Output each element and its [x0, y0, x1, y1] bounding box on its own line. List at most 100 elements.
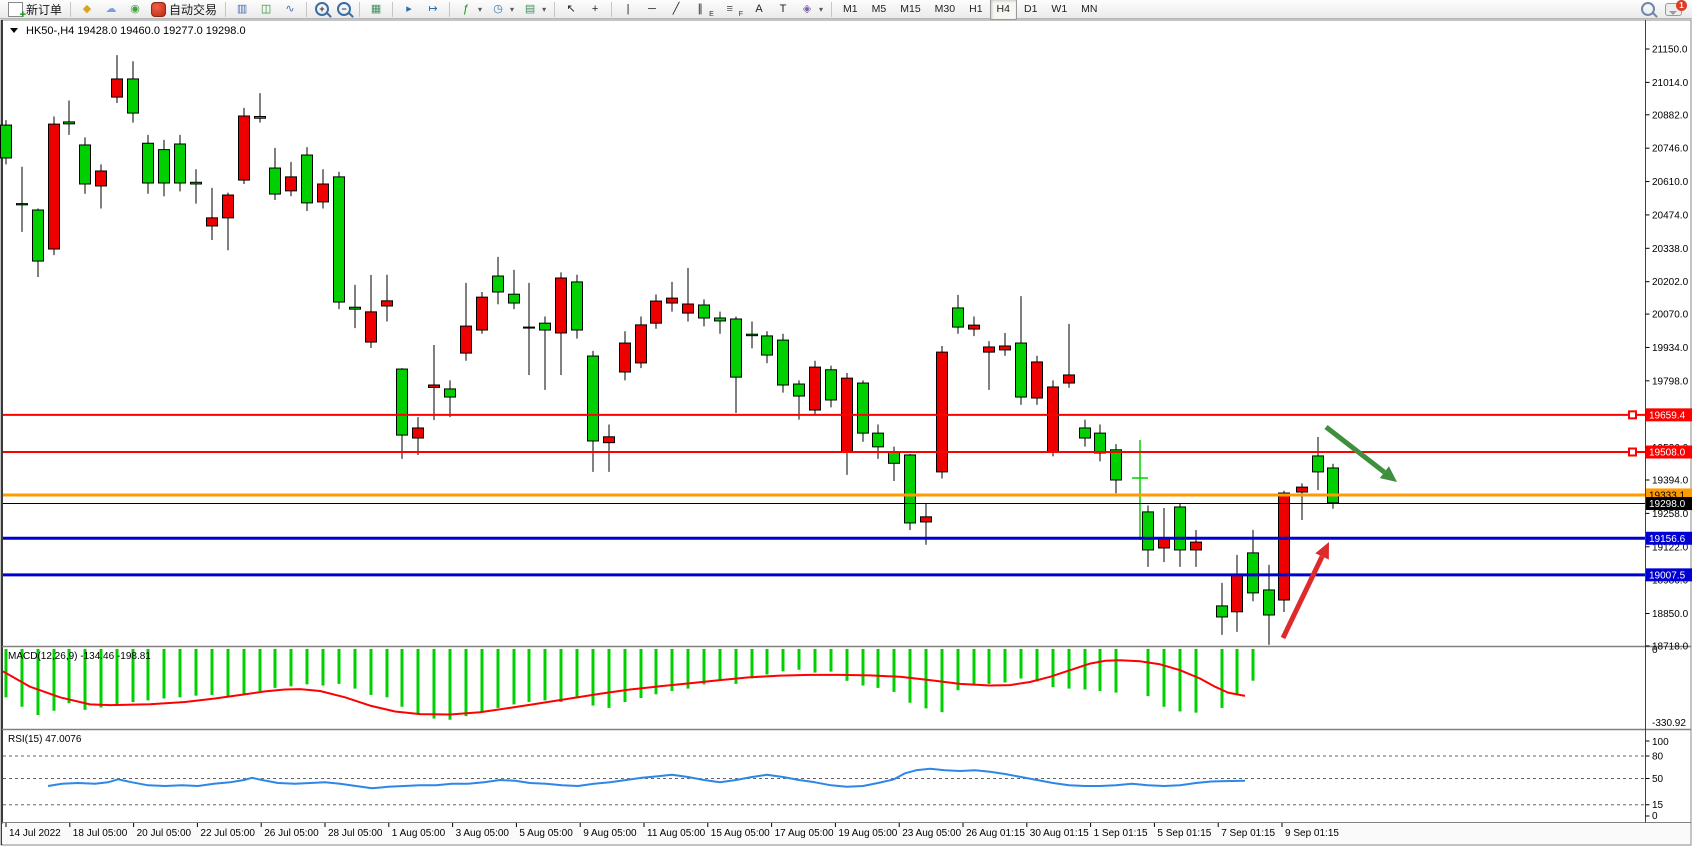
tf-d1[interactable]: D1 — [1023, 3, 1038, 15]
bull-candle — [32, 209, 44, 262]
search-icon[interactable] — [1641, 2, 1655, 16]
fibonacci-icon[interactable]: ≡ F — [718, 0, 747, 19]
bull-candle — [888, 451, 900, 464]
auto-scroll-icon[interactable]: ▸ — [397, 0, 421, 19]
vertical-line-icon: | — [626, 2, 630, 15]
bull-candle — [79, 144, 91, 185]
time-tick-label: 14 Jul 2022 — [9, 828, 61, 839]
bear-candle — [476, 296, 488, 331]
zoom-out-icon[interactable]: − — [333, 0, 355, 19]
autotrading-button[interactable]: 自动交易 — [147, 0, 221, 19]
bear-candle — [650, 300, 662, 324]
tf-m30[interactable]: M30 — [934, 3, 956, 15]
macd-bar — [1114, 649, 1118, 693]
macd-bar — [83, 649, 87, 710]
templates-button-dropdown-icon[interactable]: ▾ — [542, 4, 547, 14]
price-badge — [1646, 445, 1692, 459]
rsi-scale-label: 0 — [1652, 811, 1658, 822]
label-icon[interactable]: T — [771, 0, 795, 19]
channel-icon-sub: E — [709, 10, 714, 18]
signal-icon: ◉ — [130, 2, 140, 15]
macd-bar — [1220, 649, 1224, 708]
macd-bar — [194, 649, 198, 696]
templates-button: ▤ — [524, 2, 536, 15]
templates-button[interactable]: ▤ ▾ — [518, 0, 550, 19]
macd-bar — [115, 649, 119, 706]
arrows-button-dropdown-icon[interactable]: ▾ — [819, 4, 824, 14]
bull-candle — [746, 333, 758, 337]
toolbar-separator — [392, 1, 394, 17]
macd-bar — [1235, 649, 1239, 694]
tf-m5[interactable]: M5 — [871, 3, 887, 15]
price-tick-label: 18850.0 — [1652, 609, 1689, 620]
community-icon[interactable]: ☁ — [99, 0, 123, 19]
bar-chart-icon[interactable]: ▥ — [230, 0, 254, 19]
macd-bar — [654, 649, 658, 695]
macd-bar — [242, 649, 246, 694]
macd-bar — [734, 649, 738, 684]
price-tick-label: 19394.0 — [1652, 475, 1689, 486]
trend-arrows[interactable] — [1280, 425, 1397, 640]
macd-bar — [273, 649, 277, 688]
time-axis: 14 Jul 2022 18 Jul 05:00 20 Jul 05:00 22 Ju… — [2, 823, 1690, 845]
text-icon[interactable]: A — [747, 0, 771, 19]
indicators-button[interactable]: ƒ ▾ — [454, 0, 486, 19]
rsi-scale-label: 15 — [1652, 800, 1664, 811]
bull-candle — [1327, 467, 1339, 504]
bull-candle — [1247, 552, 1259, 594]
crosshair-icon[interactable]: + — [583, 0, 607, 19]
horizontal-lines[interactable] — [3, 410, 1646, 577]
new-order-button[interactable]: 新订单 — [4, 0, 66, 21]
chat-icon[interactable]: 1 — [1665, 0, 1687, 16]
time-tick-label: 18 Jul 05:00 — [73, 828, 128, 839]
bear-candle — [95, 170, 107, 187]
candlestick-icon: ◫ — [260, 2, 272, 15]
toolbar-right-group: 1 — [1641, 0, 1687, 16]
up-bounce-arrow-head — [1315, 542, 1329, 560]
toolbar-separator — [449, 1, 451, 17]
bear-candle — [809, 366, 821, 411]
tf-mn[interactable]: MN — [1081, 3, 1098, 15]
bull-candle — [158, 149, 170, 184]
arrows-button[interactable]: ◈ ▾ — [795, 0, 827, 19]
tile-windows-icon[interactable]: ▦ — [364, 0, 388, 19]
macd-bar — [496, 649, 500, 708]
bull-candle — [16, 203, 28, 206]
rsi-panel: RSI(15) 47.0076 — [3, 734, 1646, 806]
bear-candle — [460, 325, 472, 354]
cursor-icon[interactable]: ↖ — [559, 0, 583, 19]
market-watch-icon[interactable]: ◆ — [75, 0, 99, 19]
bull-candle — [1079, 427, 1091, 439]
tf-w1[interactable]: W1 — [1051, 3, 1068, 15]
horizontal-line-icon[interactable]: ─ — [640, 0, 664, 19]
candlestick-icon[interactable]: ◫ — [254, 0, 278, 19]
bear-candle — [1231, 574, 1243, 613]
channel-icon[interactable]: ∥ E — [688, 0, 718, 19]
price-tick-label: 20202.0 — [1652, 277, 1689, 288]
trendline-icon[interactable]: ╱ — [664, 0, 688, 19]
periods-button: ◷ — [493, 2, 503, 15]
tf-m1[interactable]: M1 — [843, 3, 858, 15]
zoom-in-icon[interactable]: + — [311, 0, 333, 19]
macd-scale-0: 0 — [1652, 645, 1658, 656]
line-chart-icon[interactable]: ∿ — [278, 0, 302, 19]
bear-candle — [999, 345, 1011, 351]
periods-button[interactable]: ◷ ▾ — [486, 0, 518, 19]
tf-m15[interactable]: M15 — [900, 3, 921, 15]
macd-bar — [765, 649, 769, 675]
bull-candle — [174, 143, 186, 184]
vertical-line-icon[interactable]: | — [616, 0, 640, 19]
signal-icon[interactable]: ◉ — [123, 0, 147, 19]
macd-bar — [781, 649, 785, 672]
tf-h1[interactable]: H1 — [969, 3, 983, 15]
macd-bar — [527, 649, 531, 703]
macd-bar — [131, 649, 135, 703]
crosshair-icon: + — [591, 2, 599, 15]
periods-button-dropdown-icon[interactable]: ▾ — [510, 4, 515, 14]
indicators-button-dropdown-icon[interactable]: ▾ — [478, 4, 483, 14]
chart-shift-icon[interactable]: ↦ — [421, 0, 445, 19]
tf-h4[interactable]: H4 — [989, 0, 1017, 20]
panel-separators[interactable] — [2, 645, 1691, 823]
bear-candle — [983, 346, 995, 353]
